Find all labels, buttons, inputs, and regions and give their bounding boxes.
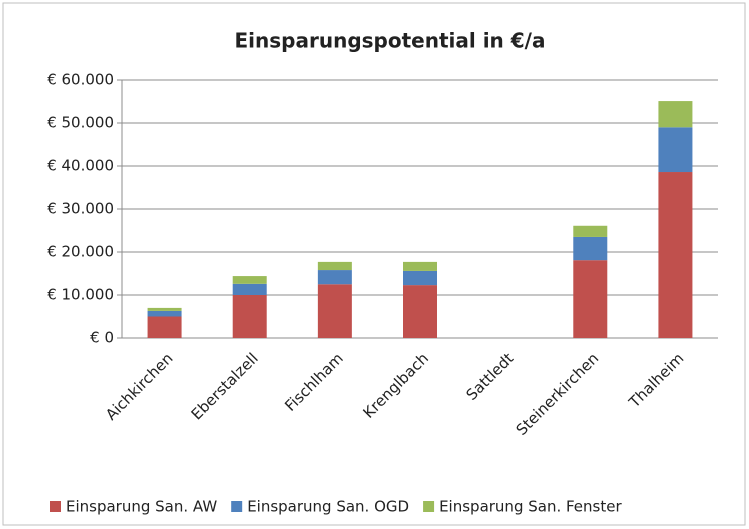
bar-segment	[658, 101, 693, 128]
y-tick-label: € 40.000	[47, 157, 114, 175]
bar-segment	[403, 270, 437, 286]
y-tick-label: € 50.000	[47, 114, 114, 132]
y-tick-label: € 10.000	[47, 286, 114, 304]
bar-segment	[232, 283, 267, 295]
bar-segment	[317, 261, 352, 271]
y-tick-label: € 0	[90, 329, 114, 347]
legend-label: Einsparung San. AW	[66, 498, 217, 516]
bar-segment	[232, 295, 267, 338]
legend-swatch	[50, 501, 61, 512]
bar-segment	[403, 285, 437, 338]
bar-segment	[573, 260, 608, 338]
bar-segment	[317, 270, 352, 285]
bar-segment	[232, 276, 267, 284]
bar-segment	[658, 127, 693, 173]
y-tick-label: € 60.000	[47, 71, 114, 89]
bar-segment	[658, 172, 693, 338]
bar-segment	[573, 236, 608, 261]
chart-title: Einsparungspotential in €/a	[235, 29, 546, 53]
bar-segment	[573, 225, 608, 237]
bar-segment	[147, 307, 182, 311]
y-tick-label: € 30.000	[47, 200, 114, 218]
bar-segment	[403, 261, 437, 271]
bar-segment	[317, 284, 352, 338]
bar-segment	[147, 310, 182, 317]
y-tick-label: € 20.000	[47, 243, 114, 261]
legend-label: Einsparung San. Fenster	[439, 498, 622, 516]
legend-swatch	[423, 501, 435, 512]
legend-label: Einsparung San. OGD	[247, 498, 409, 516]
bar-segment	[147, 316, 182, 338]
legend-swatch	[231, 501, 243, 512]
